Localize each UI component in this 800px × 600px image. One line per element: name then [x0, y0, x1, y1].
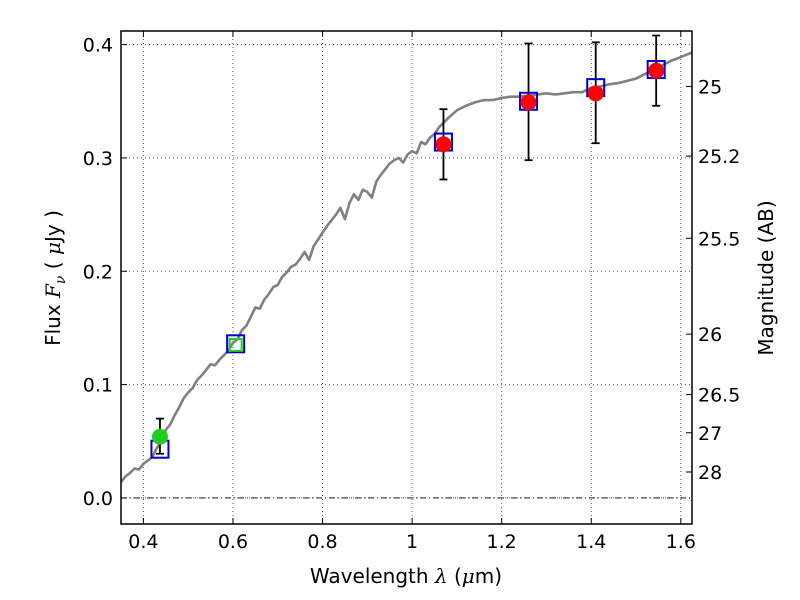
labels-layer: 0.4 0.6 0.8 1 1.2 1.4 1.6 0.0 0.1 0.2 0.3 0.4 25 25.2… — [83, 35, 741, 553]
y2-tick-label: 27 — [698, 423, 722, 445]
x-tick-label: 1 — [406, 531, 418, 553]
y-tick-label: 0.2 — [83, 261, 113, 283]
y-tick-label: 0.4 — [83, 35, 113, 57]
data-point-circle — [520, 94, 537, 111]
x-axis-title: Wavelength λ (μm) — [310, 564, 502, 588]
data-point-square — [226, 334, 246, 354]
x-tick-label: 0.6 — [218, 531, 248, 553]
data-point-square — [228, 337, 243, 352]
y-axis-title-unit-mu: μ — [41, 242, 65, 255]
x-axis-title-unit-open: ( — [448, 564, 462, 588]
data-point-circle — [435, 136, 452, 153]
y-tick-label: 0.1 — [83, 375, 113, 397]
y2-tick-label: 28 — [698, 462, 722, 484]
x-axis-title-symbol: λ — [434, 564, 448, 588]
y-axis-title-symbol: F — [41, 283, 65, 299]
y2-axis-title: Magnitude (AB) — [754, 200, 778, 355]
y-axis-title-unit-open: ( — [41, 255, 65, 276]
y-axis-title: Flux Fν ( μJy ) — [41, 210, 69, 346]
plot-layer — [121, 34, 692, 483]
x-tick-label: 1.6 — [666, 531, 696, 553]
y2-tick-label: 25 — [698, 76, 722, 98]
x-axis-title-unit-rest: m) — [475, 564, 502, 588]
y-axis-title-prefix: Flux — [41, 298, 65, 346]
y2-tick-label: 26 — [698, 324, 722, 346]
y-tick-label: 0.0 — [83, 488, 113, 510]
model-spectrum-line — [121, 51, 692, 483]
x-axis-title-unit-mu: μ — [462, 564, 475, 588]
data-point-circle — [587, 85, 604, 102]
data-point-circle — [151, 428, 168, 445]
y2-tick-label: 25.2 — [698, 146, 740, 168]
y-axis-title-unit-rest: Jy ) — [41, 210, 65, 244]
grid-layer — [121, 31, 692, 524]
y-axis-title-subscript: ν — [53, 275, 69, 284]
x-tick-label: 0.4 — [128, 531, 158, 553]
y2-tick-label: 25.5 — [698, 228, 740, 250]
x-axis-title-prefix: Wavelength — [310, 564, 435, 588]
x-tick-label: 1.2 — [487, 531, 517, 553]
axes-layer — [120, 30, 693, 525]
y-tick-label: 0.3 — [83, 148, 113, 170]
plot-frame — [120, 30, 693, 525]
data-point-circle — [648, 62, 665, 79]
x-tick-label: 1.4 — [576, 531, 606, 553]
y2-tick-label: 26.5 — [698, 385, 740, 407]
x-tick-label: 0.8 — [307, 531, 337, 553]
